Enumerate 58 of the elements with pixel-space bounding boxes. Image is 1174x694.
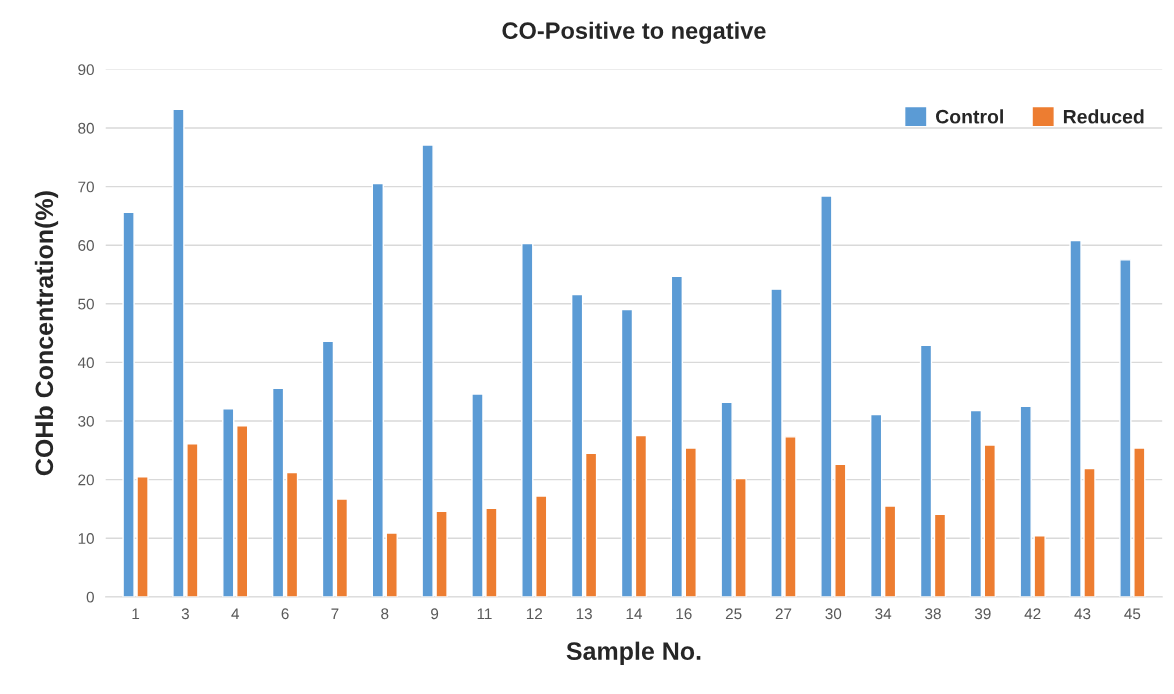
x-tick-label: 12 (526, 608, 543, 620)
bar (236, 425, 249, 597)
x-axis-title: Sample No. (566, 641, 701, 665)
bar (620, 308, 634, 597)
bar (521, 242, 534, 597)
x-tick-label: 4 (231, 608, 240, 620)
bar (222, 408, 235, 597)
bar (684, 447, 697, 597)
x-tick-label: 7 (331, 608, 339, 620)
x-tick-label: 11 (477, 608, 492, 620)
bar (535, 495, 548, 597)
bar (321, 340, 335, 597)
x-tick-label: 25 (725, 608, 742, 620)
bar (933, 513, 947, 597)
bar (335, 498, 349, 597)
x-tick-label: 45 (1124, 608, 1141, 620)
bar (919, 344, 933, 597)
bar (670, 275, 683, 597)
x-tick-label: 27 (775, 608, 792, 620)
y-tick-label: 30 (78, 415, 94, 427)
x-tick-label: 6 (281, 608, 289, 620)
x-tick-label: 34 (875, 608, 892, 620)
bar (584, 452, 598, 597)
bar (983, 444, 996, 597)
x-tick-label: 39 (974, 608, 991, 620)
y-axis-title: COHb Concentration(%) (34, 191, 59, 476)
x-tick-label: 42 (1024, 608, 1041, 620)
x-tick-label: 38 (925, 608, 941, 620)
y-tick-label: 80 (78, 122, 94, 134)
bar (634, 434, 648, 597)
bar (870, 413, 883, 597)
x-tick-label: 43 (1074, 608, 1091, 620)
y-tick-label: 60 (78, 240, 94, 251)
x-tick-label: 9 (431, 608, 439, 620)
y-tick-label: 50 (78, 298, 94, 310)
y-tick-label: 20 (78, 474, 94, 486)
x-tick-label: 16 (676, 608, 692, 620)
y-tick-label: 90 (78, 64, 94, 76)
y-tick-label: 40 (77, 357, 94, 369)
x-tick-label: 14 (626, 608, 643, 620)
bar (883, 505, 897, 597)
x-tick-label: 3 (181, 608, 189, 620)
bar (969, 409, 983, 597)
x-tick-label: 1 (132, 608, 140, 620)
x-tick-label: 30 (825, 608, 842, 620)
bar (271, 387, 285, 597)
y-tick-label: 10 (78, 533, 94, 544)
bar (285, 471, 299, 597)
y-tick-label: 70 (78, 181, 94, 193)
x-tick-label: 13 (576, 608, 592, 620)
bar (570, 293, 584, 597)
bar (385, 532, 398, 597)
y-tick-label: 0 (86, 591, 94, 603)
bar (371, 182, 384, 597)
chart-title: CO-Positive to negative (502, 21, 766, 44)
legend-label: Control (936, 109, 1003, 124)
legend-label: Reduced (1063, 109, 1144, 124)
x-tick-label: 8 (381, 608, 389, 620)
